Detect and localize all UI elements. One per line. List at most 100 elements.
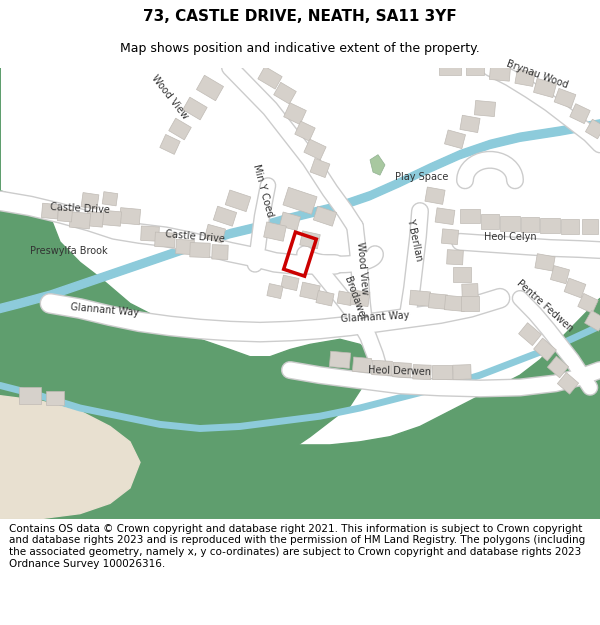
Bar <box>428 293 448 309</box>
Polygon shape <box>0 298 600 519</box>
Bar <box>453 268 471 282</box>
Bar <box>313 206 337 226</box>
Bar <box>316 291 334 306</box>
Text: Brodawel: Brodawel <box>343 275 367 321</box>
Bar <box>561 219 579 234</box>
Bar <box>409 290 431 306</box>
Text: Wood View: Wood View <box>150 72 190 121</box>
Bar <box>535 254 555 271</box>
Bar <box>196 75 224 101</box>
Bar <box>300 231 320 249</box>
Bar <box>521 217 539 232</box>
Bar <box>533 78 556 98</box>
Bar <box>274 82 296 104</box>
Text: Castle Drive: Castle Drive <box>165 229 225 244</box>
Text: Preswylfa Brook: Preswylfa Brook <box>30 246 107 256</box>
Bar <box>119 208 140 225</box>
Bar <box>176 239 194 254</box>
Bar <box>102 192 118 206</box>
Bar <box>518 322 541 346</box>
Bar <box>70 212 91 229</box>
Bar <box>540 218 560 232</box>
Bar <box>533 338 556 361</box>
Bar <box>392 362 412 378</box>
Bar <box>554 88 576 108</box>
Bar <box>205 224 226 243</box>
Bar <box>280 212 301 231</box>
Bar <box>58 208 73 222</box>
Bar <box>462 284 478 299</box>
Bar <box>371 360 392 376</box>
Bar <box>281 275 299 291</box>
Text: Min Y Coed: Min Y Coed <box>251 163 275 218</box>
Bar <box>460 209 480 223</box>
Bar <box>140 226 160 241</box>
Bar <box>490 64 511 81</box>
Bar <box>515 69 535 86</box>
Bar <box>435 208 455 224</box>
Bar <box>550 266 569 284</box>
Bar <box>453 364 471 379</box>
Text: Glannant Way: Glannant Way <box>340 310 410 324</box>
Bar <box>329 351 350 368</box>
Bar <box>413 364 431 379</box>
Bar <box>310 159 330 177</box>
Text: Heol Celyn: Heol Celyn <box>484 232 536 242</box>
Bar <box>41 203 59 219</box>
Bar <box>446 249 463 265</box>
Bar <box>183 97 207 120</box>
Bar <box>442 229 458 244</box>
Bar <box>160 134 180 154</box>
Bar <box>295 121 315 141</box>
Polygon shape <box>370 154 385 175</box>
Bar <box>225 190 251 212</box>
Bar <box>337 291 353 306</box>
Polygon shape <box>0 396 140 519</box>
Bar <box>586 119 600 139</box>
Bar <box>439 61 461 74</box>
Bar <box>155 232 175 248</box>
Bar <box>212 244 228 259</box>
Bar <box>103 210 122 226</box>
Text: 73, CASTLE DRIVE, NEATH, SA11 3YF: 73, CASTLE DRIVE, NEATH, SA11 3YF <box>143 9 457 24</box>
Bar <box>557 372 578 394</box>
Bar <box>432 365 452 379</box>
Bar <box>461 296 479 311</box>
Text: Y Berllan: Y Berllan <box>404 217 424 262</box>
Text: Wood View: Wood View <box>355 241 369 295</box>
Text: Heol Derwen: Heol Derwen <box>368 365 431 377</box>
Text: Map shows position and indicative extent of the property.: Map shows position and indicative extent… <box>120 42 480 55</box>
Bar <box>584 311 600 331</box>
Bar <box>46 391 64 405</box>
Text: Contains OS data © Crown copyright and database right 2021. This information is : Contains OS data © Crown copyright and d… <box>9 524 585 569</box>
Bar <box>350 290 370 307</box>
Bar <box>258 66 282 89</box>
Bar <box>445 296 466 311</box>
Text: Play Space: Play Space <box>395 173 448 182</box>
Bar <box>582 219 598 234</box>
Bar <box>263 222 286 241</box>
Bar <box>304 139 326 160</box>
Bar <box>578 293 598 313</box>
Bar <box>547 356 569 377</box>
Bar <box>284 232 316 276</box>
Bar <box>570 104 590 124</box>
Bar <box>19 388 41 404</box>
Bar <box>86 211 104 227</box>
Text: Glannant Way: Glannant Way <box>70 302 140 318</box>
Bar <box>214 206 236 226</box>
Bar <box>425 187 445 204</box>
Polygon shape <box>0 68 370 493</box>
Bar <box>352 357 371 373</box>
Bar <box>475 101 496 117</box>
Bar <box>481 214 499 229</box>
Bar <box>283 188 317 214</box>
Bar <box>460 115 480 132</box>
Bar <box>267 284 283 299</box>
Bar <box>190 242 210 258</box>
Bar <box>81 192 99 209</box>
Bar <box>445 130 466 149</box>
Bar <box>466 61 484 74</box>
Bar <box>300 282 320 300</box>
Bar <box>169 118 191 140</box>
